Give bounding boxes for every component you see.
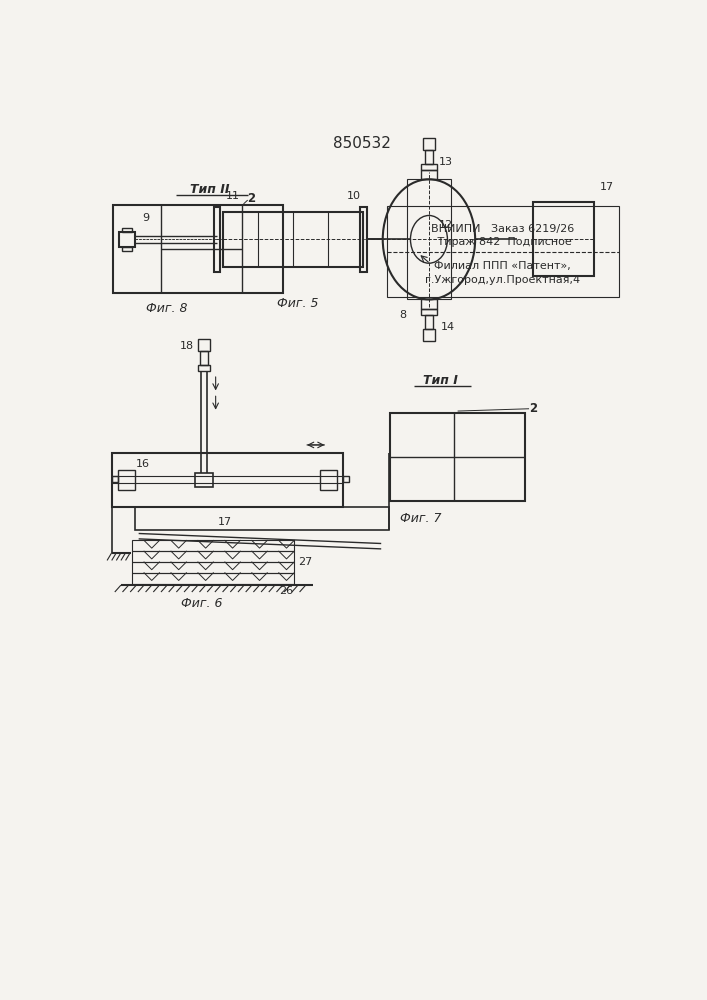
Bar [135,507,389,530]
Text: Тираж 842  Подписное: Тираж 842 Подписное [434,237,572,247]
Bar [425,315,433,329]
Bar [390,413,525,501]
Bar [425,150,433,164]
Text: 17: 17 [600,182,614,192]
Bar [421,164,437,170]
Text: 10: 10 [346,191,361,201]
Text: ВНИИПИ   Заказ 6219/26: ВНИИПИ Заказ 6219/26 [431,224,575,234]
Text: 2: 2 [529,402,537,415]
Bar [122,247,132,251]
Bar [421,170,437,179]
Bar [421,309,437,315]
Bar [343,476,349,482]
Bar [112,476,118,482]
Text: 11: 11 [226,191,240,201]
Bar [132,540,294,551]
Text: г.Ужгород,ул.Проектная,4: г.Ужгород,ул.Проектная,4 [426,275,580,285]
Text: Фиг. 5: Фиг. 5 [277,297,319,310]
Text: Фиг. 7: Фиг. 7 [400,512,442,525]
Text: 18: 18 [180,341,194,351]
Bar [198,339,210,351]
Bar [423,329,435,341]
Bar [119,232,135,247]
Text: 16: 16 [136,459,149,469]
Bar [118,470,135,490]
Bar [200,351,208,365]
Text: Фиг. 6: Фиг. 6 [181,597,223,610]
Text: 17: 17 [218,517,232,527]
Text: Филиал ППП «Патент»,: Филиал ППП «Патент», [435,261,571,271]
Text: 2: 2 [247,192,256,205]
Text: 8: 8 [399,310,407,320]
Bar [113,205,283,293]
Text: 13: 13 [439,157,453,167]
Bar [421,299,437,309]
Text: 9: 9 [142,213,149,223]
Bar [132,551,294,562]
Text: 850532: 850532 [333,136,391,151]
Text: Тип I: Тип I [423,374,458,387]
Text: Фиг. 8: Фиг. 8 [146,302,188,315]
Bar [132,562,294,573]
Bar [423,138,435,150]
Bar [533,202,595,276]
Text: 14: 14 [440,322,455,332]
Bar [361,207,366,272]
Bar [320,470,337,490]
Text: 12: 12 [439,220,453,230]
Bar [223,212,363,267]
Bar [112,453,343,507]
Bar [407,179,450,299]
Bar [387,206,619,297]
Bar [198,365,210,371]
Text: 27: 27 [298,557,313,567]
Bar [122,228,132,232]
Bar [195,473,214,487]
Bar [214,207,221,272]
Text: Тип II: Тип II [189,183,229,196]
Bar [132,573,294,584]
Text: 26: 26 [279,586,293,596]
